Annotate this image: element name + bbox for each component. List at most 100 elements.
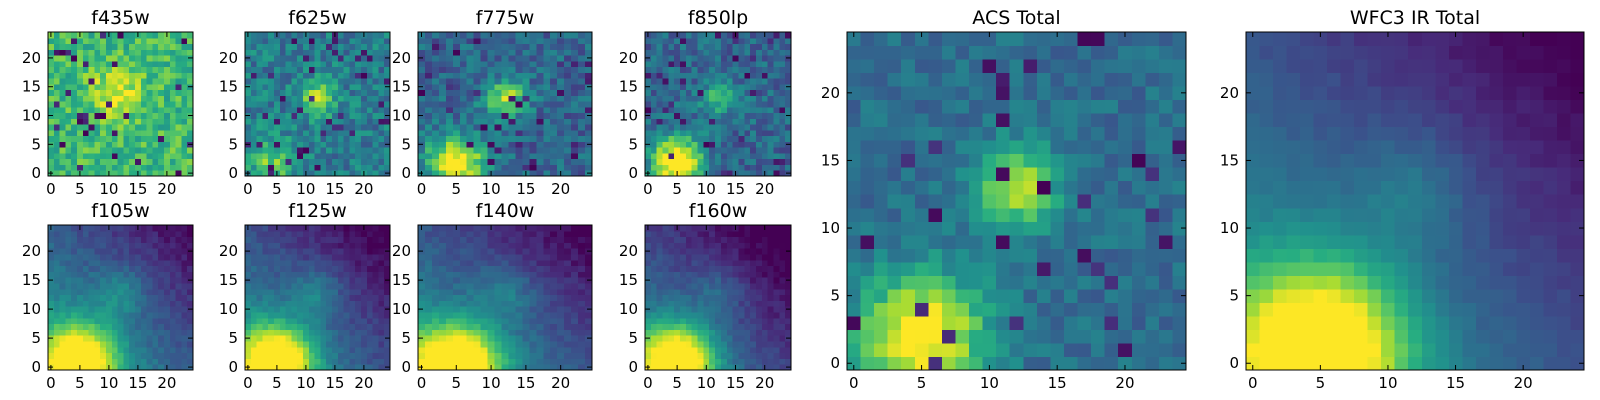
heatmap-cell bbox=[720, 164, 728, 171]
heatmap-cell bbox=[656, 66, 664, 73]
heatmap-cell bbox=[557, 158, 565, 165]
heatmap-cell bbox=[129, 60, 136, 68]
heatmap-cell bbox=[129, 335, 136, 342]
heatmap-cell bbox=[349, 72, 356, 79]
heatmap-cell bbox=[536, 55, 544, 62]
heatmap-cell bbox=[291, 141, 298, 148]
heatmap-cell bbox=[529, 83, 537, 91]
heatmap-cell bbox=[703, 83, 710, 91]
heatmap-cell bbox=[268, 306, 275, 313]
heatmap-cell bbox=[274, 259, 281, 267]
heatmap-cell bbox=[146, 358, 153, 365]
heatmap-cell bbox=[650, 323, 658, 330]
heatmap-cell bbox=[332, 95, 339, 102]
heatmap-cell bbox=[529, 341, 537, 348]
heatmap-cell bbox=[332, 83, 339, 91]
heatmap-cell bbox=[140, 147, 148, 154]
heatmap-cell bbox=[355, 271, 362, 278]
heatmap-cell bbox=[279, 89, 287, 96]
heatmap-cell bbox=[262, 135, 269, 142]
heatmap-cell bbox=[88, 66, 95, 73]
heatmap-cell bbox=[501, 254, 509, 261]
heatmap-cell bbox=[337, 230, 345, 238]
heatmap-cell bbox=[656, 89, 664, 96]
heatmap-cell bbox=[697, 112, 704, 119]
heatmap-cell bbox=[59, 329, 66, 336]
heatmap-cell bbox=[515, 300, 523, 307]
heatmap-cell bbox=[303, 306, 310, 313]
heatmap-cell bbox=[181, 306, 188, 313]
heatmap-cell bbox=[106, 236, 113, 243]
heatmap-cell bbox=[750, 60, 757, 68]
heatmap-cell bbox=[361, 78, 368, 85]
heatmap-cell bbox=[459, 358, 468, 365]
heatmap-cell bbox=[578, 312, 586, 319]
heatmap-cell bbox=[256, 141, 263, 148]
heatmap-cell bbox=[585, 37, 593, 45]
heatmap-cell bbox=[668, 66, 675, 73]
heatmap-cell bbox=[366, 147, 374, 154]
heatmap-cell bbox=[355, 283, 362, 290]
heatmap-cell bbox=[152, 55, 159, 62]
heatmap-cell bbox=[508, 335, 516, 342]
heatmap-cell bbox=[557, 101, 565, 108]
heatmap-cell bbox=[146, 72, 153, 79]
heatmap-cell bbox=[146, 335, 153, 342]
heatmap-cell bbox=[268, 288, 275, 296]
heatmap-cell bbox=[48, 259, 55, 267]
heatmap-cell bbox=[355, 323, 362, 330]
heatmap-cell bbox=[326, 147, 333, 154]
heatmap-cell bbox=[129, 364, 136, 371]
heatmap-cell bbox=[77, 118, 84, 125]
heatmap-cell bbox=[709, 294, 716, 301]
heatmap-cell bbox=[152, 277, 159, 284]
heatmap-cell bbox=[169, 277, 177, 284]
heatmap-cell bbox=[146, 242, 153, 249]
heatmap-cell bbox=[366, 265, 374, 272]
heatmap-cell bbox=[140, 55, 148, 62]
heatmap-cell bbox=[384, 60, 391, 68]
heatmap-cell bbox=[744, 317, 751, 325]
heatmap-cell bbox=[123, 283, 130, 290]
heatmap-cell bbox=[522, 112, 530, 119]
heatmap-cell bbox=[431, 259, 440, 267]
heatmap-cell bbox=[773, 101, 780, 108]
heatmap-cell bbox=[550, 230, 558, 238]
heatmap-cell bbox=[459, 32, 468, 39]
heatmap-cell bbox=[557, 43, 565, 50]
heatmap-cell bbox=[508, 147, 516, 154]
heatmap-cell bbox=[48, 37, 55, 45]
heatmap-cell bbox=[175, 124, 182, 131]
heatmap-cell bbox=[767, 283, 774, 290]
heatmap-cell bbox=[152, 158, 159, 165]
heatmap-cell bbox=[164, 135, 171, 142]
heatmap-cell bbox=[720, 306, 728, 313]
heatmap-cell bbox=[187, 317, 194, 325]
heatmap-cell bbox=[744, 43, 751, 50]
heatmap-cell bbox=[571, 43, 579, 50]
heatmap-cell bbox=[459, 236, 468, 243]
heatmap-cell bbox=[326, 37, 333, 45]
heatmap-cell bbox=[529, 152, 537, 160]
heatmap-cell bbox=[314, 254, 321, 261]
heatmap-cell bbox=[543, 254, 551, 261]
heatmap-cell bbox=[645, 329, 652, 336]
heatmap-cell bbox=[755, 112, 763, 119]
x-tick-label: 0 bbox=[643, 180, 653, 198]
heatmap-cell bbox=[536, 43, 544, 50]
heatmap-cell bbox=[494, 89, 503, 96]
heatmap-cell bbox=[106, 147, 113, 154]
heatmap-cell bbox=[135, 312, 142, 319]
heatmap-cell bbox=[480, 129, 489, 137]
heatmap-cell bbox=[668, 283, 675, 290]
heatmap-cell bbox=[674, 124, 681, 131]
heatmap-cell bbox=[645, 352, 652, 359]
heatmap-cell bbox=[94, 230, 101, 238]
heatmap-cell bbox=[564, 141, 572, 148]
heatmap-cell bbox=[761, 129, 769, 137]
heatmap-cell bbox=[285, 141, 292, 148]
heatmap-cell bbox=[297, 124, 304, 131]
heatmap-cell bbox=[337, 300, 345, 307]
heatmap-cell bbox=[662, 43, 669, 50]
heatmap-cell bbox=[571, 66, 579, 73]
